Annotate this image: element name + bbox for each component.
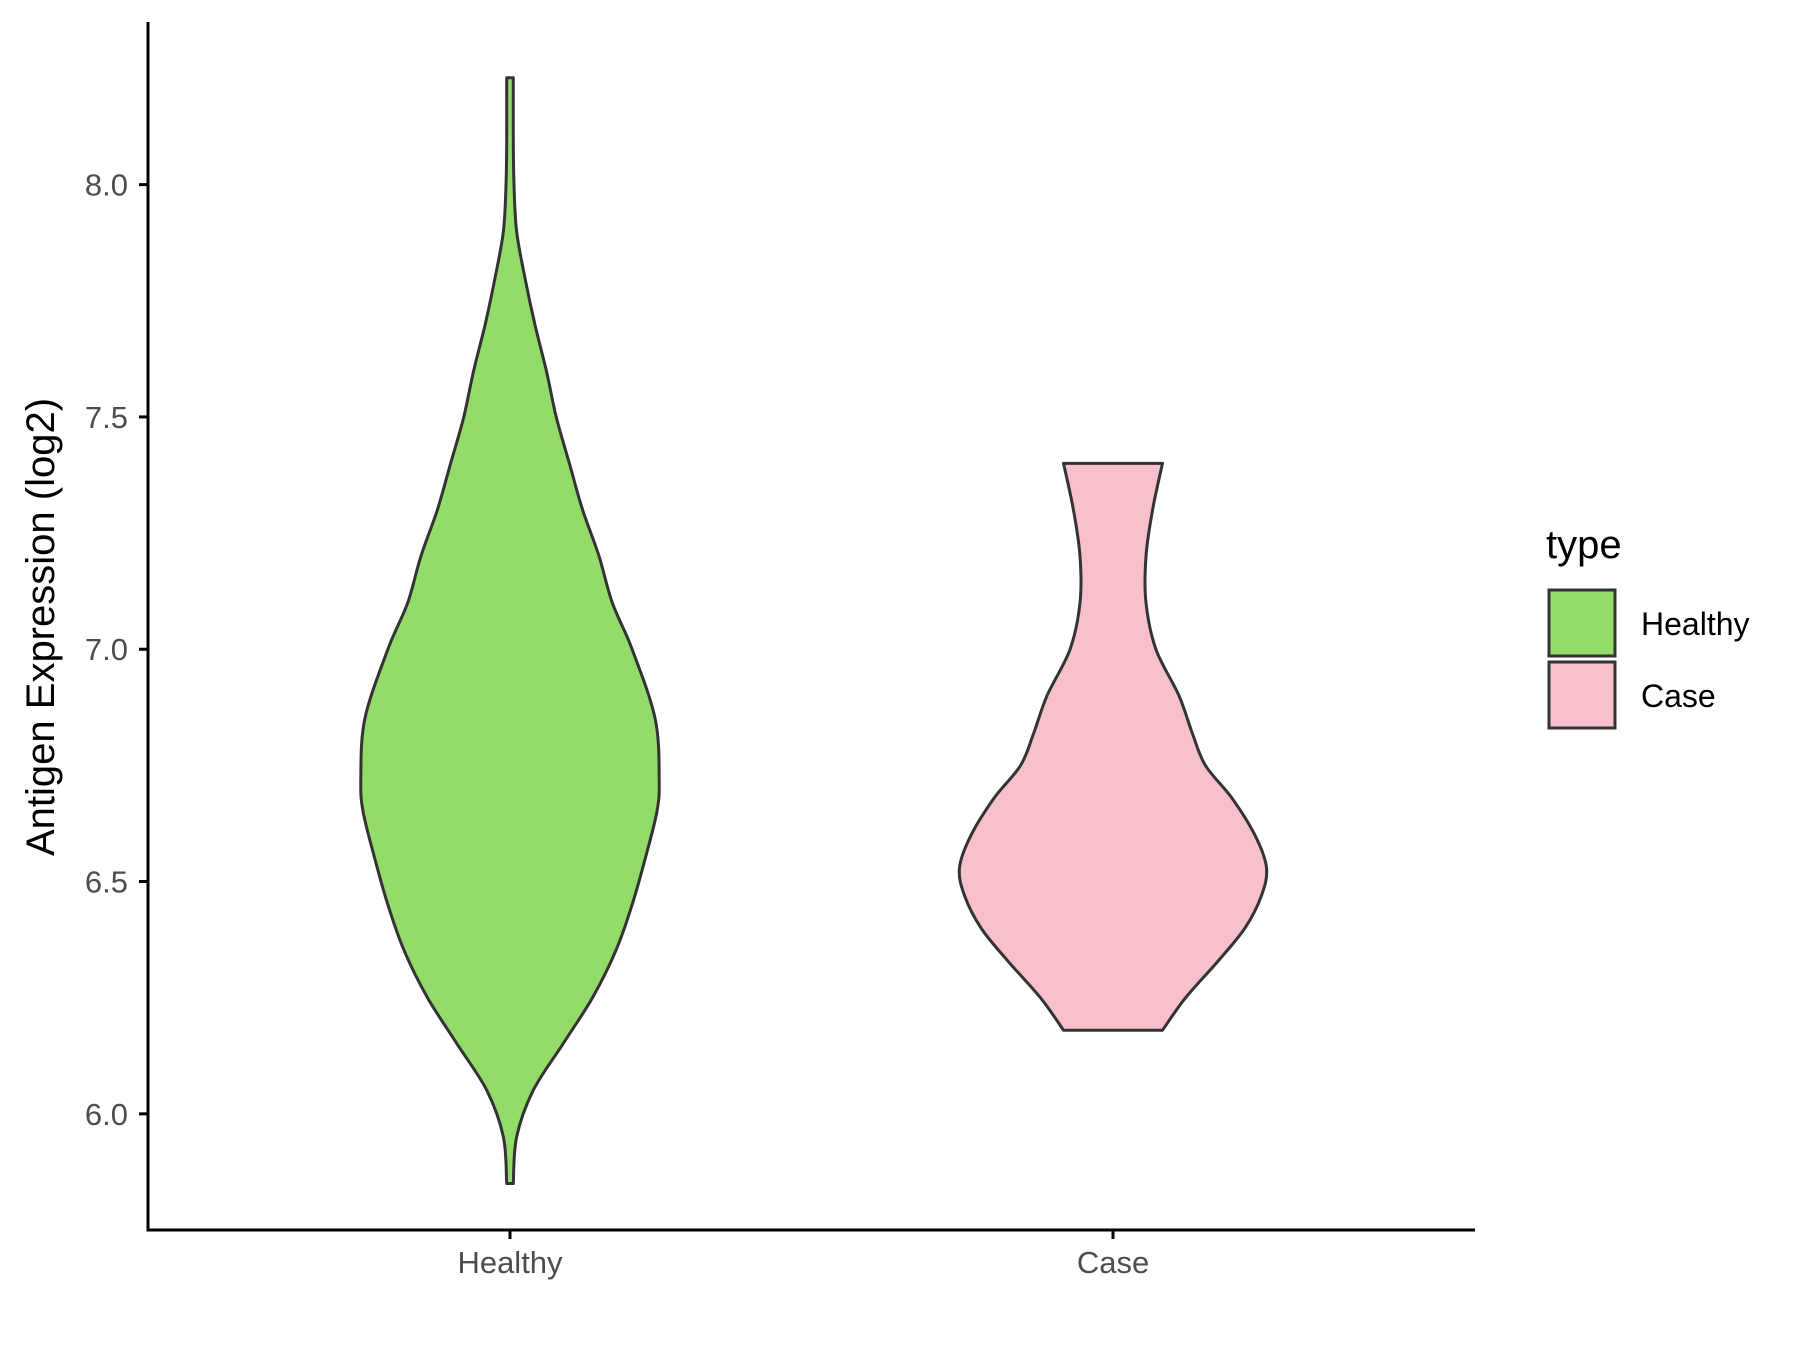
legend-label-case: Case xyxy=(1641,678,1716,714)
violin-layer xyxy=(359,76,1269,1185)
x-ticks: Healthy Case xyxy=(457,1230,1149,1280)
y-tick-label: 8.0 xyxy=(85,168,128,203)
x-tick-label: Case xyxy=(1077,1245,1149,1280)
y-tick-label: 6.5 xyxy=(85,865,128,900)
y-tick-label: 7.5 xyxy=(85,400,128,435)
legend-title: type xyxy=(1546,523,1622,567)
legend: type Healthy Case xyxy=(1546,523,1750,730)
y-tick-label: 6.0 xyxy=(85,1097,128,1132)
legend-label-healthy: Healthy xyxy=(1641,606,1750,642)
y-tick-label: 7.0 xyxy=(85,632,128,667)
y-ticks: 6.0 6.5 7.0 7.5 8.0 xyxy=(85,168,148,1132)
violin-case xyxy=(957,461,1269,1032)
x-tick-label: Healthy xyxy=(457,1245,563,1280)
legend-key-case xyxy=(1547,660,1617,730)
violin-healthy xyxy=(359,76,661,1185)
y-axis-title: Antigen Expression (log2) xyxy=(19,398,63,856)
legend-key-healthy xyxy=(1547,588,1617,658)
